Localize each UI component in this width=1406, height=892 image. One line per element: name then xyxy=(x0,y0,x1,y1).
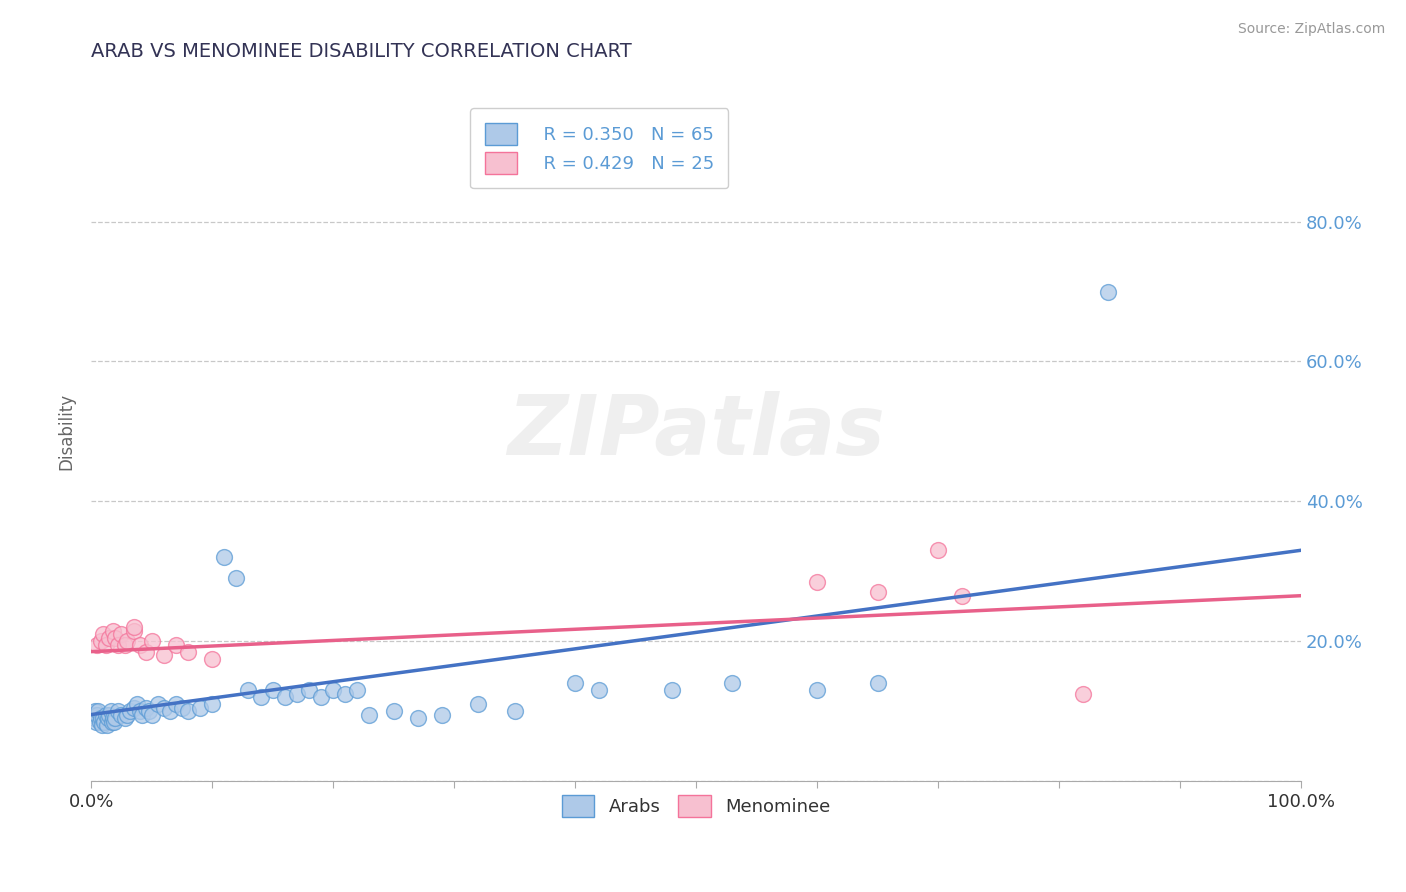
Point xyxy=(165,638,187,652)
Point xyxy=(1097,285,1119,299)
Point xyxy=(100,714,122,729)
Point xyxy=(131,707,153,722)
Point xyxy=(177,645,200,659)
Point xyxy=(101,711,124,725)
Point xyxy=(93,714,115,729)
Point xyxy=(177,704,200,718)
Point xyxy=(359,707,381,722)
Point xyxy=(588,683,610,698)
Point xyxy=(141,634,163,648)
Point xyxy=(467,697,489,711)
Point xyxy=(238,683,260,698)
Point xyxy=(83,711,105,725)
Point xyxy=(152,700,174,714)
Point xyxy=(188,700,211,714)
Point xyxy=(298,683,321,698)
Point xyxy=(101,624,124,638)
Point xyxy=(117,707,139,722)
Point xyxy=(138,704,160,718)
Point xyxy=(87,704,110,718)
Point xyxy=(94,638,117,652)
Point xyxy=(322,683,344,698)
Point xyxy=(406,711,429,725)
Point xyxy=(382,704,405,718)
Point xyxy=(262,683,284,698)
Point xyxy=(806,683,828,698)
Point xyxy=(100,704,122,718)
Point xyxy=(127,697,149,711)
Point xyxy=(806,574,828,589)
Point xyxy=(661,683,683,698)
Point xyxy=(249,690,271,704)
Point xyxy=(90,711,112,725)
Point xyxy=(564,676,586,690)
Point xyxy=(98,707,121,722)
Point xyxy=(86,638,108,652)
Legend: Arabs, Menominee: Arabs, Menominee xyxy=(554,788,838,824)
Point xyxy=(346,683,368,698)
Point xyxy=(114,711,136,725)
Point xyxy=(1073,687,1095,701)
Point xyxy=(84,714,107,729)
Point xyxy=(114,638,136,652)
Point xyxy=(91,711,114,725)
Y-axis label: Disability: Disability xyxy=(58,392,75,470)
Point xyxy=(89,714,111,729)
Point xyxy=(98,631,121,645)
Text: ZIPatlas: ZIPatlas xyxy=(508,391,886,472)
Point xyxy=(866,676,889,690)
Point xyxy=(285,687,308,701)
Point xyxy=(274,690,297,704)
Point xyxy=(866,585,889,599)
Point xyxy=(430,707,453,722)
Point xyxy=(96,718,118,732)
Point xyxy=(103,714,125,729)
Point xyxy=(335,687,357,701)
Point xyxy=(104,631,127,645)
Point xyxy=(107,638,129,652)
Point xyxy=(170,700,193,714)
Point xyxy=(91,718,114,732)
Point xyxy=(110,707,132,722)
Point xyxy=(94,707,117,722)
Point xyxy=(212,550,235,565)
Point xyxy=(104,711,127,725)
Point xyxy=(90,634,112,648)
Point xyxy=(128,638,150,652)
Text: Source: ZipAtlas.com: Source: ZipAtlas.com xyxy=(1237,22,1385,37)
Point xyxy=(107,704,129,718)
Point xyxy=(135,700,157,714)
Point xyxy=(201,651,224,665)
Point xyxy=(503,704,526,718)
Point xyxy=(110,627,132,641)
Point xyxy=(927,543,949,558)
Point xyxy=(152,648,174,662)
Point xyxy=(97,711,120,725)
Point xyxy=(91,627,114,641)
Point xyxy=(159,704,181,718)
Point xyxy=(82,707,104,722)
Point xyxy=(86,707,108,722)
Point xyxy=(122,620,145,634)
Point xyxy=(201,697,224,711)
Point xyxy=(146,697,169,711)
Point xyxy=(141,707,163,722)
Point xyxy=(165,697,187,711)
Text: ARAB VS MENOMINEE DISABILITY CORRELATION CHART: ARAB VS MENOMINEE DISABILITY CORRELATION… xyxy=(91,42,631,61)
Point xyxy=(950,589,973,603)
Point xyxy=(309,690,332,704)
Point xyxy=(225,571,247,585)
Point xyxy=(721,676,744,690)
Point xyxy=(135,645,157,659)
Point xyxy=(128,704,150,718)
Point xyxy=(122,700,145,714)
Point xyxy=(122,624,145,638)
Point xyxy=(83,704,105,718)
Point xyxy=(117,634,139,648)
Point xyxy=(118,704,141,718)
